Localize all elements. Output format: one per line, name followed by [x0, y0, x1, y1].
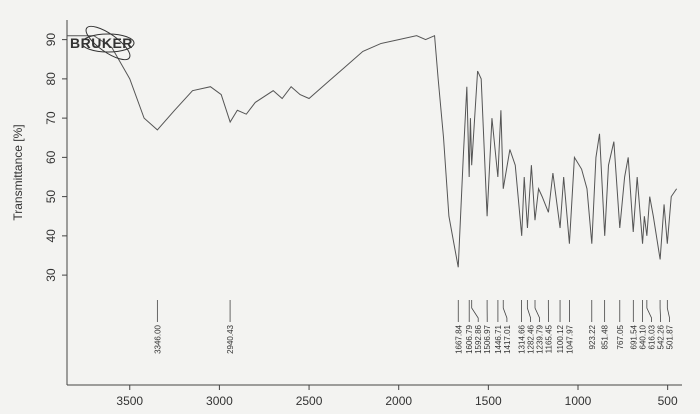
peak-label: 1446.71 [494, 324, 503, 353]
peak-label: 1282.46 [527, 324, 536, 353]
y-tick-label: 40 [44, 229, 58, 243]
peak-label: 767.05 [616, 324, 625, 349]
peak-label: 2940.43 [226, 324, 235, 353]
peak-label: 1239.79 [536, 324, 545, 353]
y-tick-label: 70 [44, 111, 58, 125]
logo-orbit [81, 33, 135, 53]
x-tick-label: 2500 [296, 394, 323, 408]
x-tick-label: 2000 [385, 394, 412, 408]
peak-label: 1314.66 [518, 324, 527, 353]
spectrum-line [67, 34, 678, 268]
y-axis-label: Transmittance [%] [11, 124, 25, 220]
peak-marker [471, 300, 479, 322]
x-tick-label: 500 [658, 394, 678, 408]
peak-label: 923.22 [588, 324, 597, 349]
peak-label: 1165.45 [545, 324, 554, 353]
x-tick-label: 3500 [116, 394, 143, 408]
peak-marker [526, 300, 531, 322]
peak-label: 691.54 [629, 324, 638, 349]
y-tick-label: 30 [44, 268, 58, 282]
logo-orbit [85, 25, 131, 61]
peak-label: 1606.79 [465, 324, 474, 353]
peak-label: 616.03 [648, 324, 657, 349]
x-tick-label: 1500 [475, 394, 502, 408]
peak-label: 1592.86 [474, 324, 483, 353]
peak-label: 1667.84 [454, 324, 463, 353]
x-tick-label: 1000 [565, 394, 592, 408]
y-tick-label: 80 [44, 72, 58, 86]
peak-label: 1417.01 [503, 324, 512, 353]
peak-marker [666, 300, 670, 322]
peak-marker [534, 300, 540, 322]
y-tick-label: 90 [44, 33, 58, 47]
x-tick-label: 3000 [206, 394, 233, 408]
peak-label: 3346.00 [153, 324, 162, 353]
peak-label: 640.10 [639, 324, 648, 349]
peak-label: 542.26 [657, 324, 666, 349]
y-tick-label: 50 [44, 190, 58, 204]
peak-label: 851.48 [601, 324, 610, 349]
logo: BRUKER [70, 35, 133, 51]
peak-marker [646, 300, 652, 322]
y-tick-label: 60 [44, 150, 58, 164]
peak-marker [502, 300, 508, 322]
peak-label: 501.87 [666, 324, 675, 349]
peak-label: 1047.97 [565, 324, 574, 353]
peak-label: 1506.97 [483, 324, 492, 353]
peak-label: 1100.12 [556, 324, 565, 353]
